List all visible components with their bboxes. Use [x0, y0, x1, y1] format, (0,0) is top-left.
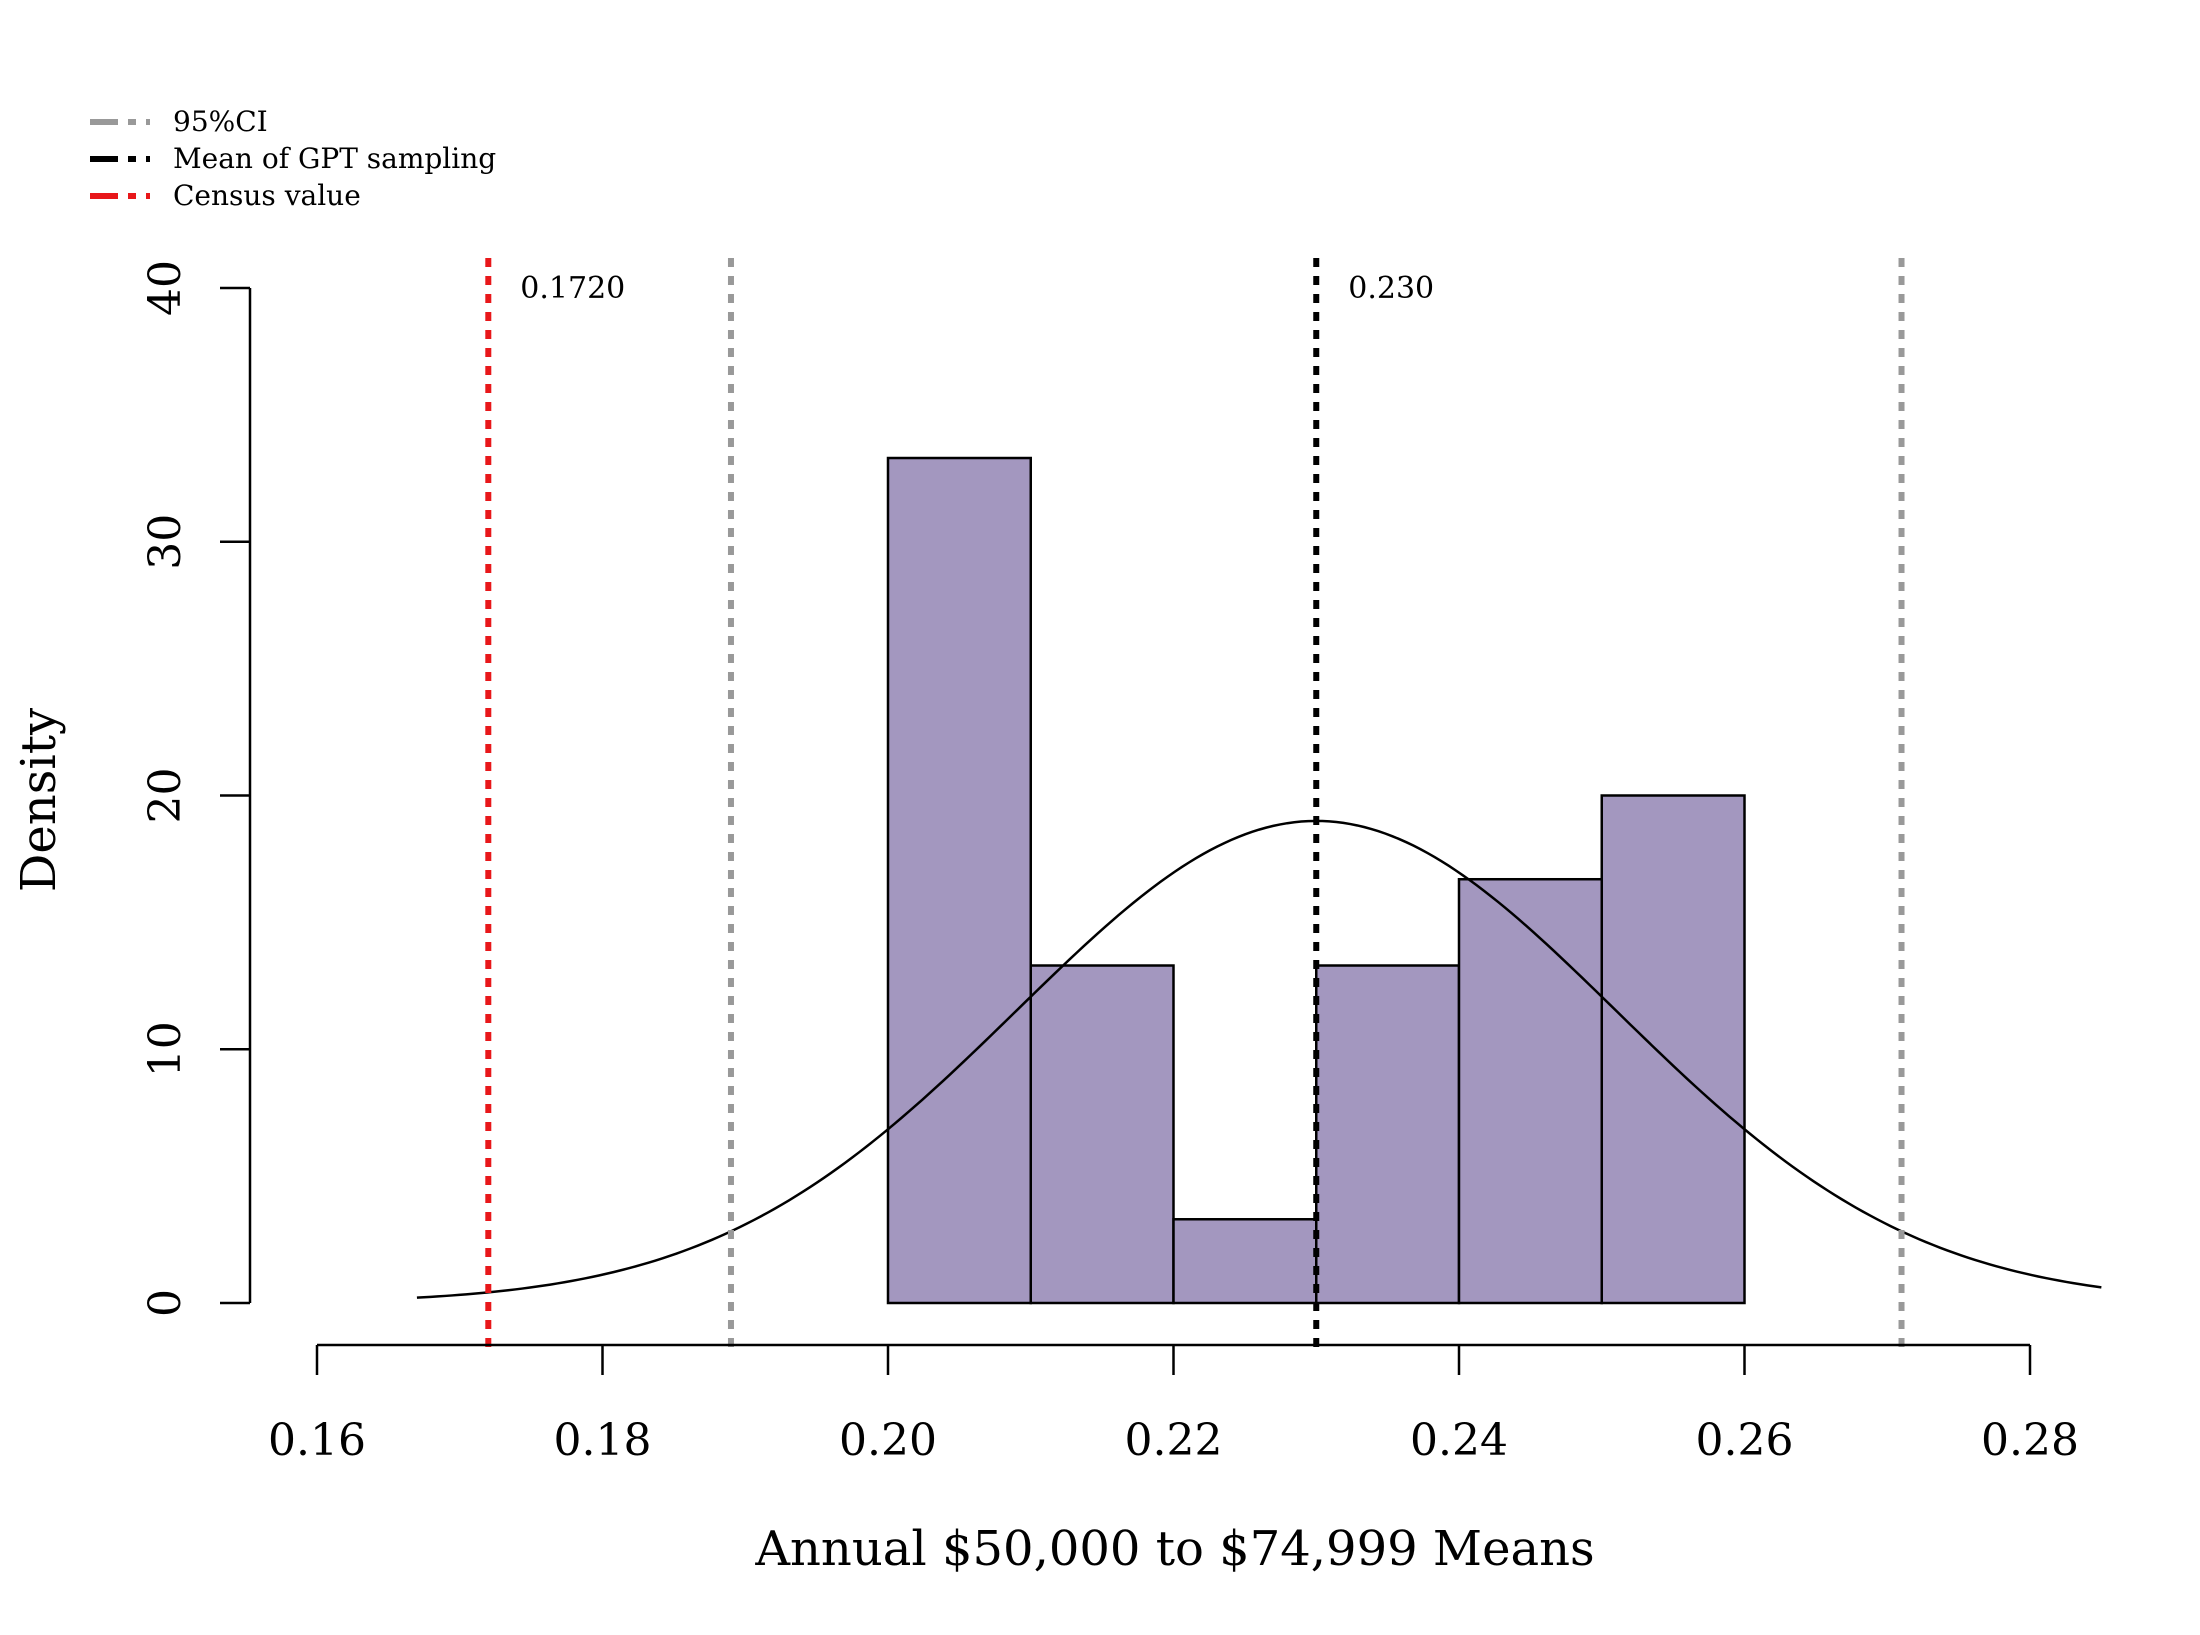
x-axis: 0.16 0.18 0.20 0.22 0.24 0.26 0.28	[268, 1343, 2079, 1466]
histogram-bars	[886, 456, 1746, 1305]
legend-label: Census value	[173, 179, 361, 212]
legend-label: Mean of GPT sampling	[173, 142, 496, 175]
x-axis-title: Annual $50,000 to $74,999 Means	[754, 1521, 1594, 1577]
legend: 95%CI Mean of GPT sampling Census value	[90, 105, 496, 212]
x-tick-label: 0.18	[554, 1415, 652, 1466]
histogram-bar	[1600, 794, 1746, 1305]
histogram-bar	[1315, 964, 1461, 1305]
x-tick-label: 0.22	[1125, 1415, 1223, 1466]
y-tick-label: 0	[140, 1289, 191, 1317]
reference-lines: 0.1720 0.230	[485, 258, 1905, 1350]
histogram-bar	[1457, 877, 1603, 1305]
vline-label-mean: 0.230	[1348, 271, 1434, 306]
x-tick-label: 0.26	[1696, 1415, 1794, 1466]
y-tick-label: 20	[140, 768, 191, 824]
y-tick-label: 10	[140, 1021, 191, 1077]
normal-density-curve	[416, 819, 2102, 1299]
x-tick-label: 0.16	[268, 1415, 366, 1466]
legend-label: 95%CI	[173, 105, 268, 138]
histogram-bar	[886, 456, 1032, 1305]
x-tick-label: 0.24	[1410, 1415, 1508, 1466]
y-tick-label: 40	[140, 260, 191, 316]
y-axis-title: Density	[11, 708, 67, 892]
x-tick-label: 0.20	[839, 1415, 937, 1466]
vline-label-census: 0.1720	[520, 271, 625, 306]
x-tick-label: 0.28	[1981, 1415, 2079, 1466]
y-axis: 0 10 20 30 40	[140, 260, 252, 1317]
histogram-bar	[1029, 964, 1175, 1305]
histogram-bar	[1172, 1218, 1318, 1305]
y-tick-label: 30	[140, 514, 191, 570]
